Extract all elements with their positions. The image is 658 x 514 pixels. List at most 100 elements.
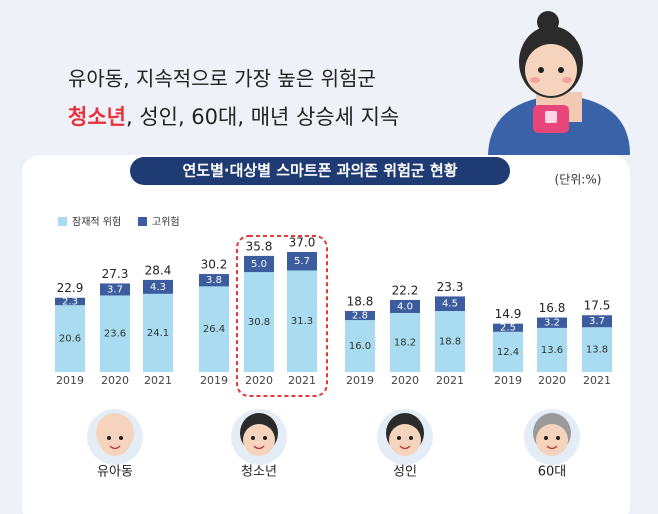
- value-label: 13.6: [541, 345, 563, 356]
- legend-label: 고위험: [152, 215, 180, 228]
- avatar-eye: [263, 436, 267, 440]
- total-label: 17.5: [584, 299, 611, 313]
- total-label: 35.8: [246, 239, 273, 253]
- value-label: 24.1: [147, 328, 169, 339]
- title-pill: [130, 157, 510, 185]
- x-tick-label: 2020: [391, 374, 419, 387]
- value-label: 26.4: [203, 324, 225, 335]
- legend-swatch: [58, 217, 67, 226]
- x-tick-label: 2021: [583, 374, 611, 387]
- x-tick-label: 2021: [144, 374, 172, 387]
- avatar-eye: [409, 436, 413, 440]
- value-label: 2.5: [500, 323, 516, 334]
- value-label: 5.7: [294, 256, 310, 267]
- character: [488, 11, 630, 155]
- avatar-mouth: [546, 445, 558, 450]
- bar-segment: [244, 272, 274, 372]
- x-tick-label: 2019: [346, 374, 374, 387]
- headline: 청소년, 성인, 60대, 매년 상승세 지속: [68, 105, 399, 129]
- avatar-eye: [556, 436, 560, 440]
- group-label: 청소년: [241, 465, 277, 480]
- avatar-eye: [251, 436, 255, 440]
- bar-segment: [199, 274, 229, 287]
- value-label: 5.0: [251, 259, 267, 270]
- chart-title: 연도별·대상별 스마트폰 과의존 위험군 현황: [183, 162, 458, 180]
- bar-segment: [199, 286, 229, 372]
- x-tick-label: 2020: [538, 374, 566, 387]
- headline-rest: , 성인, 60대, 매년 상승세 지속: [126, 105, 399, 129]
- legend-label: 잠재적 위험: [72, 215, 121, 228]
- bar-segment: [582, 327, 612, 372]
- value-label: 3.7: [589, 316, 605, 327]
- value-label: 3.8: [206, 275, 222, 286]
- headline: 유아동, 지속적으로 가장 높은 위험군: [68, 67, 376, 91]
- x-tick-label: 2021: [288, 374, 316, 387]
- avatar-face: [389, 424, 421, 456]
- bar-segment: [100, 283, 130, 296]
- x-tick-label: 2020: [101, 374, 129, 387]
- avatar-eye: [544, 436, 548, 440]
- bar-segment: [244, 255, 274, 273]
- group-label: 성인: [393, 465, 417, 480]
- value-label: 12.4: [497, 347, 519, 358]
- legend-swatch: [138, 217, 147, 226]
- total-label: 16.8: [539, 301, 566, 315]
- avatar-eye: [119, 436, 123, 440]
- total-label: 22.2: [392, 284, 419, 298]
- bar-segment: [143, 293, 173, 372]
- bar-segment: [435, 311, 465, 372]
- value-label: 3.7: [107, 284, 123, 295]
- bar-segment: [582, 315, 612, 328]
- bar-segment: [345, 311, 375, 321]
- total-label: 23.3: [437, 280, 464, 294]
- value-label: 18.2: [394, 337, 416, 348]
- total-label: 14.9: [495, 307, 522, 321]
- total-label: 27.3: [102, 267, 129, 281]
- bar-segment: [287, 270, 317, 372]
- value-label: 2.3: [62, 296, 78, 307]
- avatar-eye: [397, 436, 401, 440]
- headline-highlight: 청소년: [68, 105, 126, 129]
- value-label: 30.8: [248, 317, 270, 328]
- x-tick-label: 2019: [494, 374, 522, 387]
- x-tick-label: 2019: [56, 374, 84, 387]
- value-label: 3.2: [544, 318, 560, 329]
- avatar-face: [536, 424, 568, 456]
- bar-segment: [493, 323, 523, 332]
- value-label: 4.0: [397, 301, 413, 312]
- avatar-face: [243, 424, 275, 456]
- value-label: 18.8: [439, 337, 461, 348]
- bar-segment: [55, 305, 85, 372]
- bar-segment: [435, 296, 465, 312]
- bar-segment: [345, 320, 375, 372]
- avatar-face: [99, 424, 131, 456]
- value-label: 4.5: [442, 299, 458, 310]
- bar-segment: [55, 297, 85, 306]
- total-label: 28.4: [145, 263, 172, 277]
- x-tick-label: 2019: [200, 374, 228, 387]
- bar-segment: [493, 331, 523, 372]
- avatar-mouth: [253, 445, 265, 450]
- total-label: 37.0: [289, 236, 316, 250]
- value-label: 4.3: [150, 282, 166, 293]
- highlight-box: [236, 235, 328, 397]
- avatar-eye: [107, 436, 111, 440]
- value-label: 2.8: [352, 311, 368, 322]
- avatar-mouth: [399, 445, 411, 450]
- value-label: 20.6: [59, 334, 81, 345]
- total-label: 30.2: [201, 258, 228, 272]
- bar-segment: [537, 327, 567, 372]
- bar-segment: [100, 295, 130, 372]
- bar-segment: [537, 317, 567, 328]
- x-tick-label: 2020: [245, 374, 273, 387]
- avatar-mouth: [109, 445, 121, 450]
- total-label: 22.9: [57, 281, 84, 295]
- value-label: 16.0: [349, 341, 371, 352]
- value-label: 23.6: [104, 329, 126, 340]
- total-label: 18.8: [347, 295, 374, 309]
- group-label: 유아동: [97, 465, 133, 480]
- unit: (단위:%): [555, 173, 602, 187]
- bar-segment: [390, 300, 420, 313]
